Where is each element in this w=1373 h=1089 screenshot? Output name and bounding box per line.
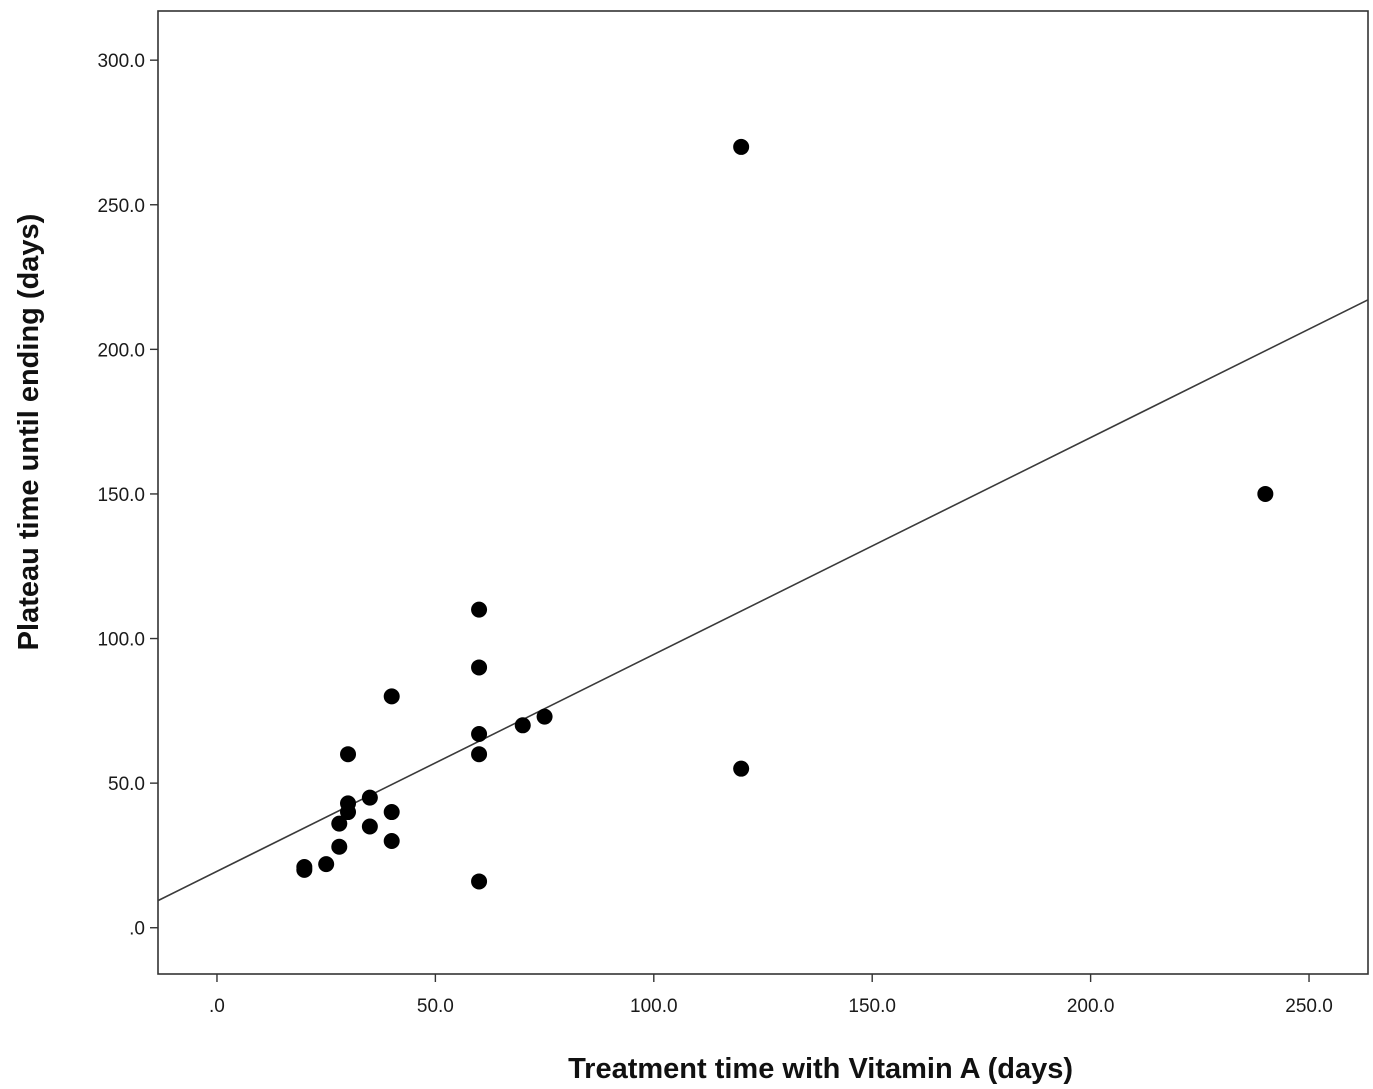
fit-line-layer — [157, 299, 1369, 902]
y-axis-title: Plateau time until ending (days) — [13, 214, 45, 651]
data-point — [383, 688, 400, 705]
x-axis: .0 50.0 100.0 150.0 200.0 250.0 — [209, 974, 1333, 1017]
x-tick-label: 100.0 — [630, 996, 678, 1017]
x-tick-label: 250.0 — [1285, 996, 1333, 1017]
y-tick-label: 200.0 — [97, 340, 145, 361]
data-point — [471, 873, 488, 890]
data-point — [471, 725, 488, 742]
data-point — [471, 601, 488, 618]
data-point — [296, 859, 313, 875]
data-point — [331, 838, 348, 855]
y-tick-label: 250.0 — [97, 196, 145, 217]
points-layer — [296, 138, 1274, 890]
data-point — [340, 795, 357, 812]
data-point — [733, 138, 750, 155]
data-point — [471, 659, 488, 676]
y-tick-label: .0 — [129, 919, 145, 940]
y-tick-label: 50.0 — [108, 774, 145, 795]
y-axis: .0 50.0 100.0 150.0 200.0 250.0 300.0 — [97, 51, 158, 940]
x-tick-label: .0 — [209, 996, 225, 1017]
y-tick-label: 300.0 — [97, 51, 145, 72]
data-point — [340, 746, 357, 763]
y-tick-label: 100.0 — [97, 630, 145, 651]
plot-frame — [157, 10, 1369, 975]
data-point — [361, 818, 378, 835]
data-point — [383, 832, 400, 849]
x-tick-label: 50.0 — [417, 996, 454, 1017]
x-tick-label: 150.0 — [848, 996, 896, 1017]
data-point — [318, 856, 335, 873]
data-point — [471, 746, 488, 763]
data-point — [733, 760, 750, 777]
data-point — [1257, 485, 1274, 502]
data-point — [514, 717, 531, 734]
data-point — [536, 708, 553, 725]
fit-line — [157, 299, 1369, 902]
data-point — [361, 789, 378, 806]
x-axis-title: Treatment time with Vitamin A (days) — [568, 1053, 1073, 1084]
y-tick-label: 150.0 — [97, 485, 145, 506]
data-point — [383, 804, 400, 821]
data-point — [331, 815, 348, 832]
x-tick-label: 200.0 — [1067, 996, 1115, 1017]
